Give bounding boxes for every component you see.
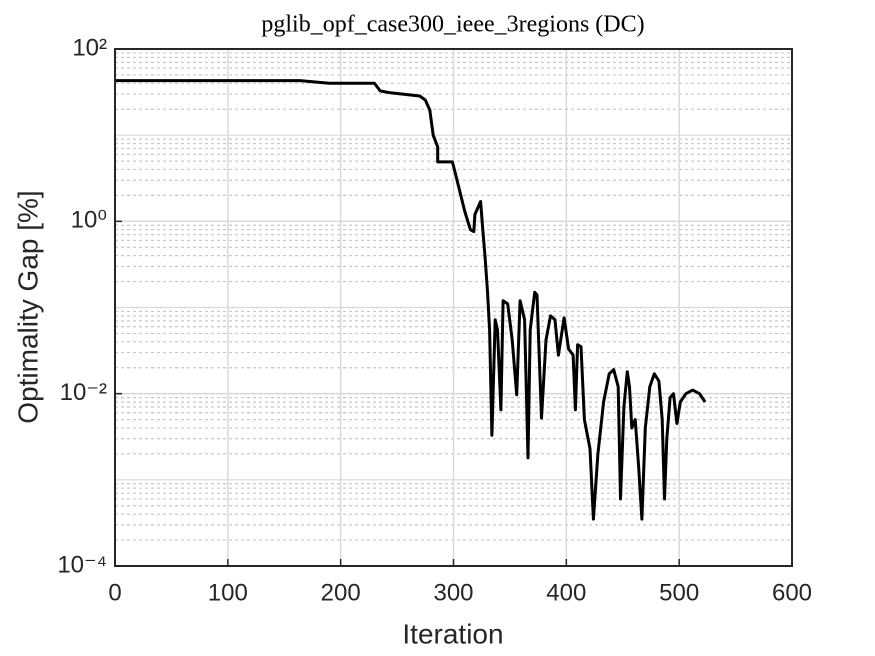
y-tick-label: 10²: [72, 34, 107, 61]
data-line: [115, 79, 707, 521]
x-tick-label: 100: [208, 579, 248, 606]
x-tick-label: 500: [659, 579, 699, 606]
y-axis-label: Optimality Gap [%]: [12, 190, 43, 423]
x-tick-label: 200: [321, 579, 361, 606]
x-tick-label: 0: [108, 579, 121, 606]
x-tick-label: 300: [433, 579, 473, 606]
y-tick-label: 10⁻⁴: [57, 551, 107, 578]
y-tick-label: 10⁰: [71, 207, 107, 234]
x-axis-label: Iteration: [402, 618, 503, 649]
y-tick-label: 10⁻²: [60, 379, 107, 406]
x-tick-label: 400: [546, 579, 586, 606]
plot-frame: [114, 48, 793, 567]
x-tick-label: 600: [772, 579, 812, 606]
chart-title: pglib_opf_case300_ieee_3regions (DC): [261, 12, 644, 38]
